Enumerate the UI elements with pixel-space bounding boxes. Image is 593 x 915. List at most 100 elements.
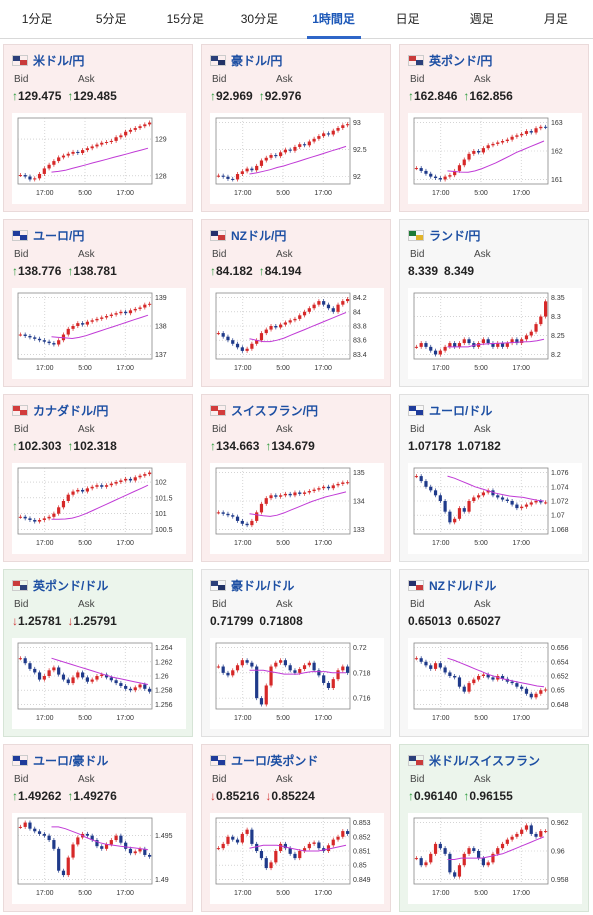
pair-name[interactable]: NZドル/ドル (429, 578, 497, 593)
tab-7[interactable]: 月足 (543, 12, 568, 26)
candle (481, 858, 485, 866)
pair-title[interactable]: スイスフラン/円 (210, 402, 318, 418)
candle (510, 501, 514, 505)
bid-price: 0.71799 (210, 614, 254, 628)
candle (443, 346, 447, 351)
pair-title[interactable]: ユーロ/ドル (408, 402, 492, 418)
price-chart[interactable]: 129 128 17:00 5:00 17:00 (12, 113, 186, 204)
pair-name[interactable]: 米ドル/円 (33, 53, 85, 68)
candle (467, 153, 471, 160)
x-tick-label: 5:00 (474, 540, 488, 547)
pair-card[interactable]: NZドル/ドル Bid Ask 0.65013 0.65027 0.656 0.654 0.6… (399, 569, 589, 737)
price-chart[interactable]: 93 92.5 92 17:00 5:00 17:00 (210, 113, 384, 204)
pair-title[interactable]: 豪ドル/円 (210, 52, 282, 68)
pair-title[interactable]: 米ドル/円 (12, 52, 84, 68)
candle (33, 519, 37, 522)
pair-title[interactable]: ランド/円 (408, 227, 480, 243)
pair-name[interactable]: ユーロ/豪ドル (33, 753, 109, 768)
price-chart[interactable]: 163 162 161 17:00 5:00 17:00 (408, 113, 582, 204)
pair-card[interactable]: 米ドル/スイスフラン Bid Ask ↑0.96140 ↑0.96155 0.962 0.9… (399, 744, 589, 912)
tab-5[interactable]: 日足 (395, 12, 420, 26)
pair-name[interactable]: 豪ドル/ドル (231, 578, 295, 593)
candle (414, 858, 418, 860)
pair-title[interactable]: 英ポンド/円 (408, 52, 492, 68)
candle (462, 508, 466, 512)
candle (85, 148, 89, 151)
ask-price: 0.71808 (259, 614, 303, 628)
candle (302, 665, 307, 670)
candle (529, 331, 533, 336)
pair-card[interactable]: カナダドル/円 Bid Ask ↑102.303 ↑102.318 102 101.5 101… (3, 394, 193, 562)
price-chart[interactable]: 0.962 0.96 0.958 17:00 5:00 17:00 (408, 813, 582, 904)
pair-name[interactable]: 英ポンド/円 (429, 53, 493, 68)
candle (245, 660, 249, 663)
pair-card[interactable]: NZドル/円 Bid Ask ↑84.182 ↑84.194 84.2 84 83.8 83.6… (201, 219, 391, 387)
pair-name[interactable]: ランド/円 (429, 228, 481, 243)
pair-name[interactable]: 米ドル/スイスフラン (429, 753, 540, 768)
pair-title[interactable]: カナダドル/円 (12, 402, 108, 418)
pair-card[interactable]: 豪ドル/ドル Bid Ask 0.71799 0.71808 0.72 0.718 0.716… (201, 569, 391, 737)
pair-title[interactable]: 豪ドル/ドル (210, 577, 294, 593)
pair-name[interactable]: スイスフラン/円 (231, 403, 318, 418)
pair-name[interactable]: 英ポンド/ドル (33, 578, 109, 593)
x-tick-label: 17:00 (36, 190, 54, 197)
pair-card[interactable]: ユーロ/英ポンド Bid Ask ↓0.85216 ↓0.85224 0.853 0.852… (201, 744, 391, 912)
price-chart[interactable]: 8.35 8.3 8.25 8.2 17:00 5:00 17:00 (408, 288, 582, 379)
price-chart[interactable]: 1.495 1.49 17:00 5:00 17:00 (12, 813, 186, 904)
candle (544, 502, 548, 504)
price-chart[interactable]: 135 134 133 17:00 5:00 17:00 (210, 463, 384, 554)
candle (529, 693, 533, 698)
tab-2[interactable]: 15分足 (166, 12, 204, 26)
tab-4[interactable]: 1時間足 (297, 0, 371, 39)
pair-name[interactable]: ユーロ/ドル (429, 403, 493, 418)
price-chart[interactable]: 139 138 137 17:00 5:00 17:00 (12, 288, 186, 379)
pair-title[interactable]: 英ポンド/ドル (12, 577, 108, 593)
pair-name[interactable]: カナダドル/円 (33, 403, 109, 418)
pair-card[interactable]: ユーロ/ドル Bid Ask 1.07178 1.07182 1.076 1.074 1.07… (399, 394, 589, 562)
pair-title[interactable]: NZドル/ドル (408, 577, 496, 593)
candle (326, 845, 331, 851)
candle (500, 141, 505, 143)
pair-title[interactable]: NZドル/円 (210, 227, 286, 243)
pair-card[interactable]: 米ドル/円 Bid Ask ↑129.475 ↑129.485 129 128 17:00 5:… (3, 44, 193, 212)
x-tick-label: 17:00 (314, 540, 332, 547)
x-tick-label: 17:00 (432, 715, 450, 722)
pair-card[interactable]: スイスフラン/円 Bid Ask ↑134.663 ↑134.679 135 134 133 1… (201, 394, 391, 562)
tab-0[interactable]: 1分足 (21, 12, 53, 26)
price-chart[interactable]: 102 101.5 101 100.5 17:00 5:00 17:00 (12, 463, 186, 554)
pair-title[interactable]: ユーロ/円 (12, 227, 84, 243)
y-tick-label: 0.72 (353, 645, 367, 652)
ask-price: ↑92.976 (258, 89, 302, 103)
pair-card[interactable]: 英ポンド/ドル Bid Ask ↓1.25781 ↓1.25791 1.264 1.262 1… (3, 569, 193, 737)
price-chart[interactable]: 84.2 84 83.8 83.6 83.4 17:00 5:00 17:00 (210, 288, 384, 379)
pair-card[interactable]: ランド/円 Bid Ask 8.339 8.349 8.35 8.3 8.25 8.2 17:00… (399, 219, 589, 387)
candle (539, 690, 543, 694)
price-row: ↑102.303 ↑102.318 (12, 439, 117, 453)
price-chart[interactable]: 0.72 0.718 0.716 17:00 5:00 17:00 (210, 638, 384, 729)
pair-title[interactable]: ユーロ/英ポンド (210, 752, 318, 768)
pair-name[interactable]: ユーロ/円 (33, 228, 85, 243)
price-chart[interactable]: 1.076 1.074 1.072 1.07 1.068 17:00 5:00 17:00 (408, 463, 582, 554)
y-tick-label: 0.716 (353, 696, 371, 703)
pair-card[interactable]: ユーロ/豪ドル Bid Ask ↑1.49262 ↑1.49276 1.495 1.49 17… (3, 744, 193, 912)
ask-price: ↑84.194 (258, 264, 302, 278)
tab-1[interactable]: 5分足 (95, 12, 127, 26)
pair-card[interactable]: 英ポンド/円 Bid Ask ↑162.846 ↑162.856 163 162 161 17:… (399, 44, 589, 212)
tab-3[interactable]: 30分足 (240, 12, 279, 26)
price-chart[interactable]: 1.264 1.262 1.26 1.258 1.256 17:00 5:00 17:00 (12, 638, 186, 729)
tab-6[interactable]: 週足 (469, 12, 494, 26)
candle (448, 175, 452, 177)
pair-name[interactable]: ユーロ/英ポンド (231, 753, 319, 768)
pair-title[interactable]: ユーロ/豪ドル (12, 752, 108, 768)
candle (302, 311, 307, 316)
price-chart[interactable]: 0.853 0.852 0.851 0.85 0.849 17:00 5:00 17:00 (210, 813, 384, 904)
candle (486, 339, 490, 344)
bid-ask-labels: Bid Ask (14, 599, 142, 610)
pair-card[interactable]: 豪ドル/円 Bid Ask ↑92.969 ↑92.976 93 92.5 92 17:00 5:… (201, 44, 391, 212)
price-chart[interactable]: 0.656 0.654 0.652 0.65 0.648 17:00 5:00 17:00 (408, 638, 582, 729)
pair-title[interactable]: 米ドル/スイスフラン (408, 752, 540, 768)
candle (264, 858, 268, 869)
pair-name[interactable]: 豪ドル/円 (231, 53, 283, 68)
pair-name[interactable]: NZドル/円 (231, 228, 287, 243)
pair-card[interactable]: ユーロ/円 Bid Ask ↑138.776 ↑138.781 139 138 137 17:0… (3, 219, 193, 387)
